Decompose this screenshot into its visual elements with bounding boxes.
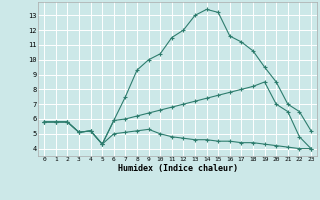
X-axis label: Humidex (Indice chaleur): Humidex (Indice chaleur) — [118, 164, 238, 173]
